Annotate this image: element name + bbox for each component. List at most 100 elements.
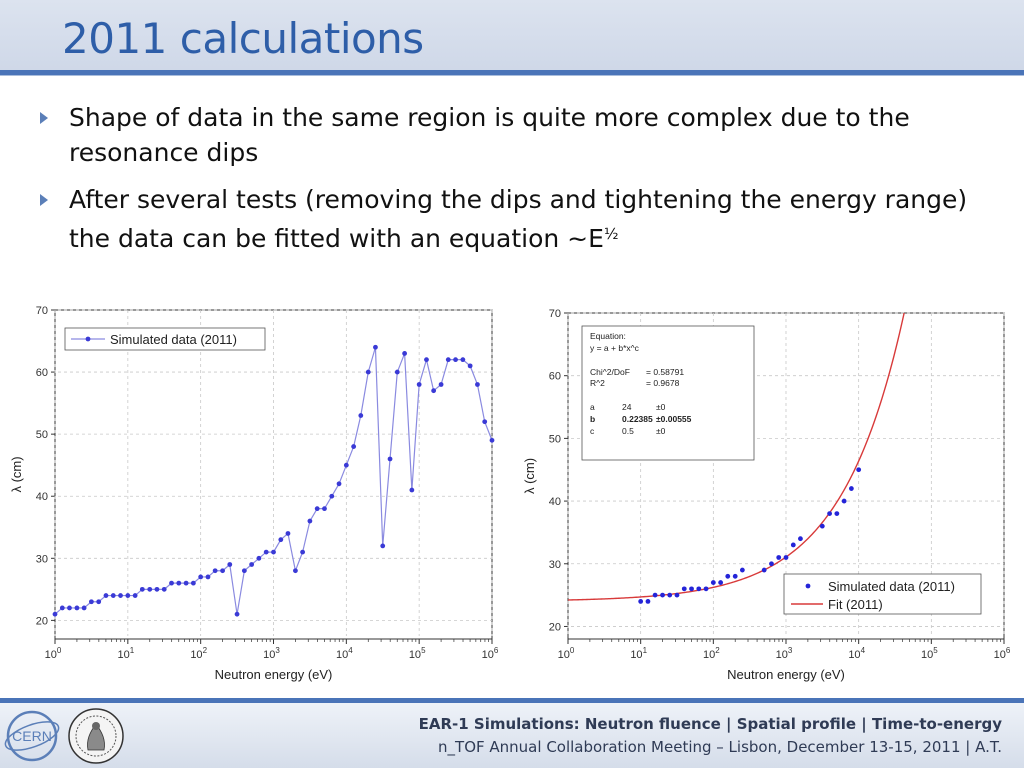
legend-box	[783, 573, 982, 615]
y-tick-label: 40	[549, 496, 561, 508]
data-point	[343, 462, 349, 468]
data-point	[739, 567, 745, 573]
title-rule	[0, 70, 1024, 76]
data-point	[110, 593, 116, 598]
footer-line-2: n_TOF Annual Collaboration Meeting – Lis…	[438, 738, 1002, 756]
y-axis-label: λ (cm)	[522, 458, 537, 494]
data-point	[424, 357, 429, 363]
slide-title: 2011 calculations	[62, 14, 424, 63]
data-point	[241, 568, 247, 574]
fit-box-label: R^2	[590, 378, 605, 388]
x-tick-label: 103	[776, 646, 793, 661]
y-tick-label: 20	[36, 615, 48, 627]
data-point	[161, 586, 167, 592]
data-point	[783, 555, 789, 560]
data-point	[103, 593, 109, 598]
fit-box-label: y = a + b*x^c	[590, 343, 640, 353]
data-point	[293, 568, 298, 574]
data-point	[732, 573, 738, 579]
x-tick-label: 105	[921, 646, 938, 661]
svg-text:CERN: CERN	[12, 728, 52, 744]
bullet-2-text: After several tests (removing the dips a…	[69, 182, 969, 256]
legend-label-simulated: Simulated data (2011)	[828, 579, 955, 594]
data-point	[667, 592, 673, 598]
fit-box-label: Equation:	[590, 331, 626, 341]
data-point	[74, 605, 80, 611]
data-point	[834, 511, 840, 517]
x-tick-label: 102	[703, 646, 720, 661]
x-tick-label: 106	[994, 646, 1011, 661]
data-point	[118, 593, 123, 598]
data-point	[776, 555, 782, 560]
fit-box-error: ±0	[656, 426, 666, 436]
bullet-arrow-icon	[40, 194, 48, 206]
data-point	[387, 456, 393, 462]
data-point	[674, 592, 680, 598]
data-point	[856, 467, 862, 473]
x-tick-label: 102	[190, 646, 207, 661]
data-point	[416, 382, 422, 387]
x-tick-label: 103	[263, 646, 280, 661]
fit-box-error: ±0	[656, 402, 666, 412]
data-point	[703, 586, 709, 592]
data-point	[190, 580, 196, 586]
data-point	[798, 536, 803, 542]
data-point	[300, 549, 306, 555]
fit-box-label: a	[590, 402, 595, 412]
data-point	[176, 580, 182, 586]
bullet-1-text: Shape of data in the same region is quit…	[69, 103, 910, 167]
data-point	[52, 611, 58, 617]
x-tick-label: 104	[848, 646, 865, 661]
data-point	[689, 586, 694, 592]
data-point	[285, 531, 291, 536]
y-tick-label: 60	[549, 371, 561, 383]
data-point	[358, 413, 364, 418]
data-point	[790, 542, 796, 548]
data-point	[373, 344, 378, 350]
y-tick-label: 50	[549, 433, 561, 445]
x-tick-label: 106	[482, 646, 499, 661]
data-point	[819, 523, 825, 529]
data-point	[710, 580, 716, 585]
data-point	[718, 580, 724, 585]
y-tick-label: 20	[549, 621, 561, 633]
data-point	[681, 586, 687, 592]
y-axis-label: λ (cm)	[9, 456, 24, 492]
x-tick-label: 105	[409, 646, 426, 661]
fit-box-value: 0.5	[622, 426, 634, 436]
x-tick-label: 101	[630, 646, 647, 661]
legend-marker	[805, 583, 811, 589]
data-point	[329, 493, 335, 499]
data-point	[271, 549, 276, 555]
x-axis-label: Neutron energy (eV)	[215, 667, 333, 682]
data-point	[212, 568, 218, 574]
fit-box-value: 24	[622, 402, 632, 412]
data-point	[380, 543, 386, 549]
data-point	[365, 369, 371, 375]
data-point	[445, 357, 451, 363]
fit-box	[581, 325, 755, 461]
data-point	[827, 511, 832, 517]
data-point	[198, 574, 204, 580]
data-point	[139, 586, 145, 592]
data-point	[169, 580, 174, 586]
ntof-seal-logo	[68, 708, 124, 764]
data-point	[256, 555, 262, 561]
data-point	[314, 506, 320, 512]
data-point	[460, 357, 466, 363]
data-point	[307, 518, 313, 524]
y-tick-label: 50	[36, 429, 48, 441]
footer-band	[0, 703, 1024, 768]
legend-marker	[85, 336, 91, 342]
data-point	[351, 444, 357, 449]
data-point	[696, 586, 702, 592]
data-point	[183, 580, 189, 586]
data-point	[482, 419, 488, 425]
data-point	[147, 586, 153, 592]
data-point	[132, 593, 138, 598]
data-point	[475, 382, 480, 387]
data-point	[59, 605, 65, 611]
data-point	[263, 549, 269, 555]
y-tick-label: 70	[36, 305, 48, 317]
bullet-2-main: After several tests (removing the dips a…	[69, 185, 968, 253]
